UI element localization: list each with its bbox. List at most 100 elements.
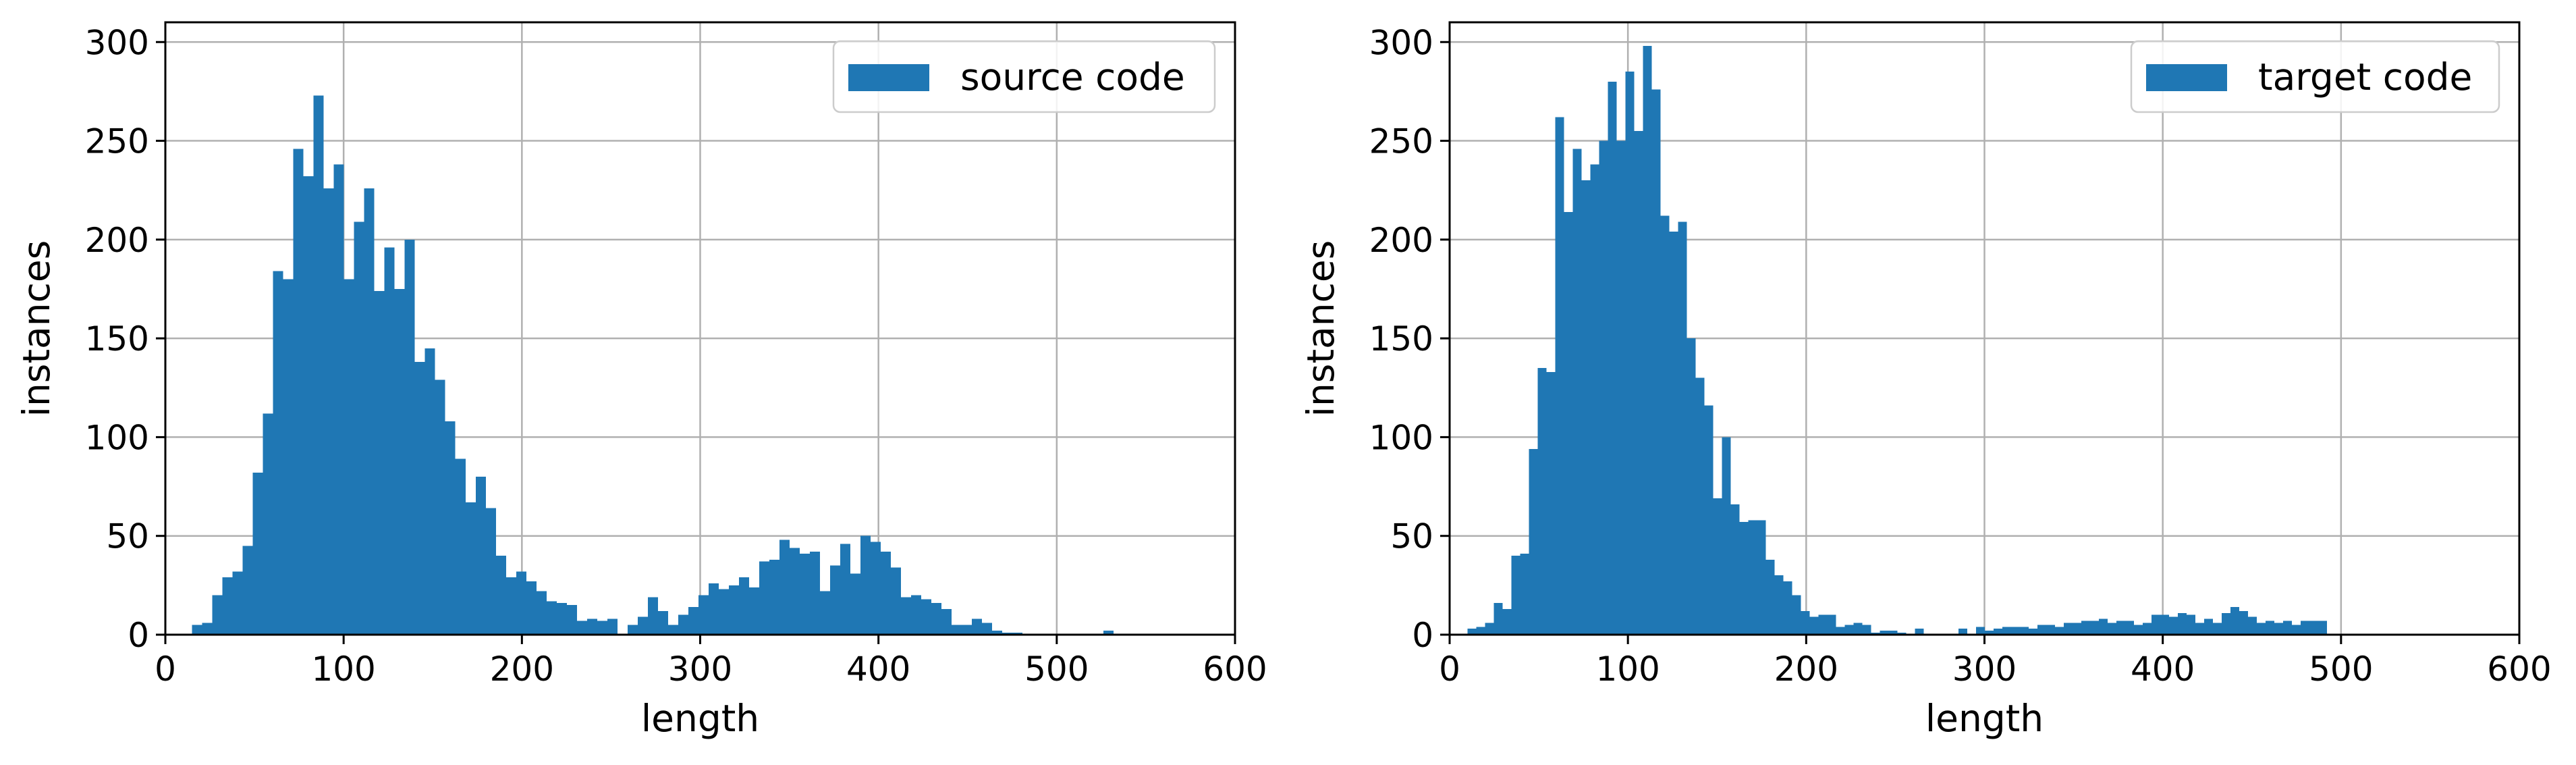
histogram-bar	[1581, 180, 1591, 635]
histogram-bar	[394, 288, 405, 635]
histogram-bar	[1748, 520, 1757, 635]
histogram-bar	[1493, 603, 1503, 635]
x-tick-label: 0	[1439, 650, 1460, 689]
histogram-bar	[2187, 614, 2196, 635]
histogram-bar	[1546, 371, 1556, 635]
histogram-bar	[2125, 621, 2135, 635]
y-tick-label: 200	[1369, 221, 1433, 260]
histogram-bar	[2116, 621, 2126, 635]
histogram-bar	[404, 239, 415, 635]
histogram-bar	[1520, 554, 1529, 635]
y-tick-label: 100	[1369, 418, 1433, 457]
histogram-bar	[485, 508, 496, 635]
histogram-bar	[303, 176, 314, 635]
y-tick-label: 300	[85, 23, 149, 62]
histogram-bar	[2081, 621, 2091, 635]
histogram-bar	[364, 188, 375, 635]
histogram-bar	[738, 577, 749, 635]
legend-swatch	[848, 64, 929, 91]
histogram-bar	[2204, 618, 2214, 635]
histogram-bar	[2318, 621, 2328, 635]
y-tick-label: 250	[1369, 122, 1433, 161]
histogram-bar	[323, 188, 334, 635]
histogram-bar	[688, 607, 698, 635]
histogram-bar	[840, 544, 850, 635]
histogram-bar	[1713, 498, 1722, 635]
histogram-bar	[1809, 616, 1819, 635]
histogram-bar	[1660, 215, 1670, 635]
histogram-bar	[921, 599, 931, 635]
histogram-bar	[961, 625, 972, 635]
histogram-bar	[1792, 595, 1801, 635]
histogram-bar	[748, 587, 759, 635]
histogram-bar	[1616, 140, 1626, 635]
histogram-bar	[647, 597, 658, 635]
histogram-bar	[2152, 614, 2161, 635]
histogram-bar	[1757, 520, 1766, 635]
histogram-bar	[536, 591, 547, 635]
histogram-bar	[2029, 629, 2038, 635]
histogram-bar	[728, 585, 739, 635]
histogram-bar	[2064, 623, 2073, 635]
histogram-bar	[2046, 625, 2056, 635]
histogram-bar	[2143, 623, 2152, 635]
histogram-bar	[1467, 629, 1477, 635]
histogram-bar	[516, 571, 526, 635]
histogram-bar	[2055, 627, 2064, 635]
histogram-bar	[465, 502, 476, 635]
x-tick-label: 600	[2487, 650, 2551, 689]
histogram-bar	[1915, 629, 1924, 635]
histogram-bar	[1572, 149, 1582, 635]
x-tick-label: 600	[1203, 650, 1267, 689]
histogram-bar	[1651, 89, 1661, 635]
histogram-bar	[2011, 627, 2021, 635]
y-tick-label: 150	[1369, 319, 1433, 359]
histogram-bar	[1985, 631, 1994, 635]
histogram-bar	[455, 458, 466, 635]
histogram-bar	[2301, 621, 2310, 635]
histogram-bar	[1704, 405, 1714, 635]
histogram-bar	[1634, 130, 1643, 635]
histogram-bar	[759, 561, 769, 635]
histogram-bar	[586, 618, 597, 635]
histogram-bar	[1827, 614, 1836, 635]
y-axis-label: instances	[15, 240, 58, 417]
legend-box	[2130, 40, 2500, 113]
histogram-bar	[1888, 631, 1898, 635]
histogram-bar	[495, 555, 506, 635]
histogram-bar	[718, 589, 729, 635]
histogram-bar	[637, 616, 648, 635]
histogram-bar	[2037, 625, 2047, 635]
histogram-bar	[2239, 610, 2249, 635]
histogram-bar	[1502, 608, 1512, 635]
histogram-bar	[1678, 221, 1687, 635]
histogram-bar	[1564, 211, 1573, 635]
histogram-bars	[192, 95, 1114, 635]
legend: target code	[2130, 40, 2500, 113]
histogram-bar	[222, 577, 233, 635]
histogram-bar	[2108, 623, 2117, 635]
histogram-bar	[273, 271, 283, 635]
histogram-bar	[1695, 377, 1705, 635]
histogram-bar	[1511, 555, 1520, 635]
x-tick-label: 400	[2131, 650, 2195, 689]
histogram-bar	[971, 618, 982, 635]
histogram-bar	[2195, 623, 2205, 635]
histogram-bar	[2292, 625, 2301, 635]
histogram-bar	[1643, 46, 1652, 635]
histogram-bar	[1844, 625, 1854, 635]
legend-label: target code	[2258, 55, 2472, 99]
histogram-bar	[414, 362, 425, 635]
histogram-bar	[293, 149, 304, 635]
y-tick-label: 50	[1390, 517, 1433, 556]
histogram-bar	[900, 597, 911, 635]
histogram-bar	[354, 221, 364, 635]
histogram-bar	[931, 603, 941, 635]
histogram-bar	[678, 614, 688, 635]
histogram-bar	[2002, 627, 2012, 635]
histogram-bar	[576, 621, 587, 635]
histogram-bar	[1958, 629, 1968, 635]
x-tick-label: 400	[846, 650, 910, 689]
